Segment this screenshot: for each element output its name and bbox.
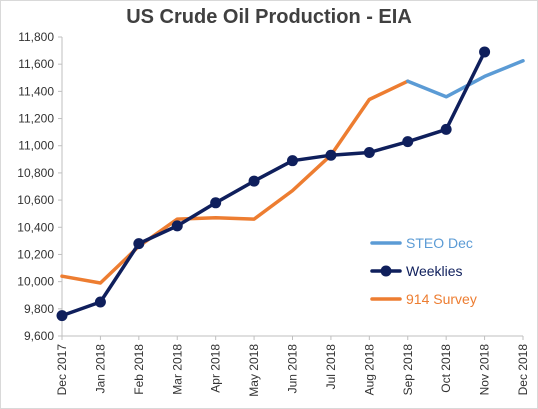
y-tick-label: 11,600	[18, 57, 54, 71]
legend-label: Weeklies	[406, 263, 463, 279]
series-layer	[56, 46, 525, 322]
data-point	[56, 310, 68, 322]
data-point	[210, 197, 222, 209]
y-tick-label: 11,200	[18, 112, 54, 126]
data-point	[402, 136, 414, 148]
y-tick-label: 11,400	[18, 84, 54, 98]
series-line-914-survey	[60, 79, 410, 285]
legend-label: STEO Dec	[406, 235, 473, 251]
y-tick-label: 11,000	[18, 139, 54, 153]
x-tick-label: Mar 2018	[170, 344, 184, 395]
y-tick-label: 11,800	[18, 30, 54, 44]
x-tick-label: May 2018	[247, 344, 261, 397]
legend-label: 914 Survey	[406, 291, 477, 307]
data-point	[479, 46, 491, 58]
x-tick-label: Apr 2018	[209, 344, 223, 393]
data-point	[94, 296, 106, 308]
legend-marker	[380, 265, 392, 277]
data-point	[133, 238, 145, 250]
x-tick-label: Jun 2018	[286, 344, 300, 394]
y-tick-label: 10,200	[17, 247, 54, 261]
data-point	[287, 155, 298, 167]
data-point	[325, 149, 337, 161]
x-tick-label: Dec 2017	[55, 344, 69, 396]
data-point	[440, 123, 452, 135]
y-tick-label: 10,400	[17, 220, 54, 234]
x-tick-label: Nov 2018	[478, 344, 492, 396]
x-tick-label: Jan 2018	[93, 344, 107, 394]
data-point	[363, 147, 375, 159]
legend: STEO Dec Weeklies 914 Survey	[370, 235, 477, 307]
y-tick-label: 9,800	[24, 302, 54, 316]
x-tick-label: Dec 2018	[516, 344, 530, 396]
x-tick-label: Aug 2018	[362, 344, 376, 396]
y-tick-label: 10,600	[17, 193, 54, 207]
x-tick-label: Feb 2018	[132, 344, 146, 395]
axes: 9,600 9,800 10,000 10,200 10,400 10,600 10,800…	[17, 30, 530, 397]
series-line-weeklies	[60, 50, 487, 318]
x-tick-label: Oct 2018	[439, 344, 453, 393]
y-tick-label: 10,800	[17, 166, 54, 180]
y-tick-label: 10,000	[17, 275, 54, 289]
series-line-steo-dec	[406, 59, 525, 99]
x-tick-label: Jul 2018	[324, 344, 338, 390]
y-tick-label: 9,600	[24, 329, 54, 343]
chart-title: US Crude Oil Production - EIA	[126, 6, 412, 28]
x-tick-label: Sep 2018	[401, 344, 415, 396]
data-point	[171, 220, 183, 232]
data-point	[248, 175, 260, 187]
